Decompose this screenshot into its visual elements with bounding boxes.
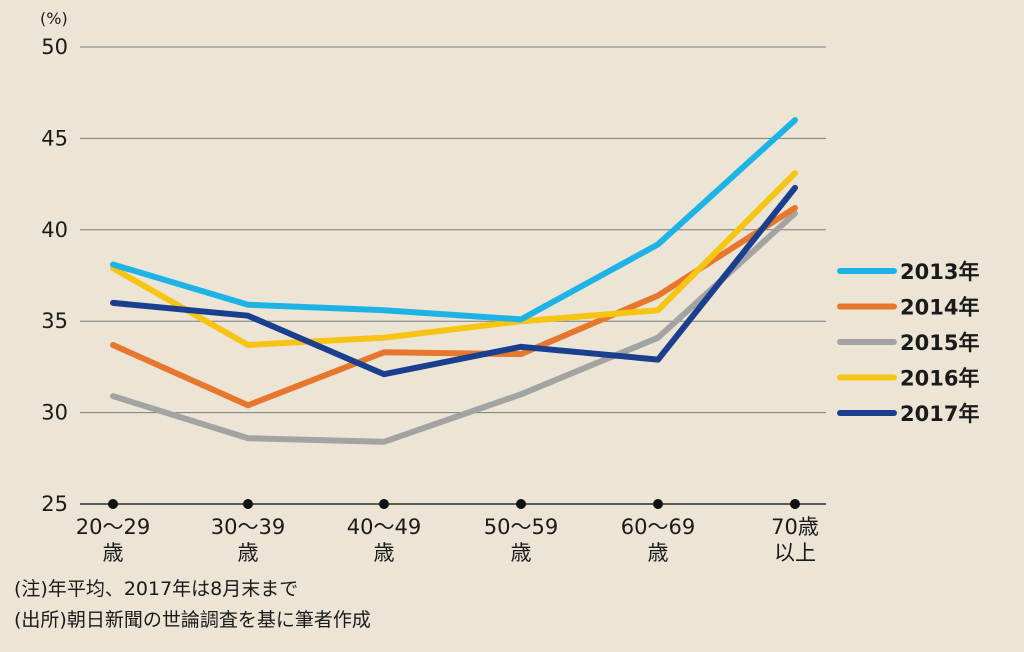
y-tick-label: 25 xyxy=(41,492,68,516)
x-category-label: 40〜49 xyxy=(347,515,421,539)
gridlines xyxy=(80,46,826,505)
y-tick-label: 45 xyxy=(41,126,68,150)
y-tick-label: 35 xyxy=(41,309,68,333)
y-tick-labels: 25 30 35 40 45 50 xyxy=(41,35,68,516)
x-category-label: 60〜69 xyxy=(621,515,695,539)
legend-label: 2014年 xyxy=(900,296,979,320)
x-category-label-line2: 歳 xyxy=(374,541,395,565)
y-axis-unit: (%) xyxy=(40,9,68,28)
x-category-label: 50〜59 xyxy=(484,515,558,539)
x-tick-dot xyxy=(243,499,253,509)
x-category-label-line2: 歳 xyxy=(103,541,124,565)
series-line xyxy=(110,184,798,378)
y-tick-label: 50 xyxy=(41,35,68,59)
note-source: (出所)朝日新聞の世論調査を基に筆者作成 xyxy=(14,609,371,631)
y-tick-label: 30 xyxy=(41,401,68,425)
series-line xyxy=(110,170,798,348)
x-category-label: 70歳 xyxy=(771,515,819,539)
x-category-label-line2: 以上 xyxy=(774,541,816,565)
legend-label: 2016年 xyxy=(900,367,979,391)
legend-label: 2013年 xyxy=(900,260,979,284)
x-tick-dot xyxy=(379,499,389,509)
legend-label: 2017年 xyxy=(900,402,979,426)
y-tick-label: 40 xyxy=(41,218,68,242)
x-tick-dot xyxy=(653,499,663,509)
x-category-label-line2: 歳 xyxy=(511,541,532,565)
x-category-label-line2: 歳 xyxy=(238,541,259,565)
x-category-label: 30〜39 xyxy=(211,515,285,539)
series-lines xyxy=(110,117,798,445)
legend: 2013年 2014年 2015年 2016年 2017年 xyxy=(837,260,979,426)
series-line xyxy=(110,117,798,323)
x-tick-dot xyxy=(790,499,800,509)
series-line xyxy=(110,204,798,409)
x-tick-dot xyxy=(516,499,526,509)
series-line xyxy=(110,210,798,445)
x-category-label-line2: 歳 xyxy=(648,541,669,565)
notes: (注)年平均、2017年は8月末まで (出所)朝日新聞の世論調査を基に筆者作成 xyxy=(14,574,371,636)
x-tick-dot xyxy=(108,499,118,509)
legend-label: 2015年 xyxy=(900,331,979,355)
note-annual-average: (注)年平均、2017年は8月末まで xyxy=(14,578,299,600)
x-category-label: 20〜29 xyxy=(76,515,150,539)
